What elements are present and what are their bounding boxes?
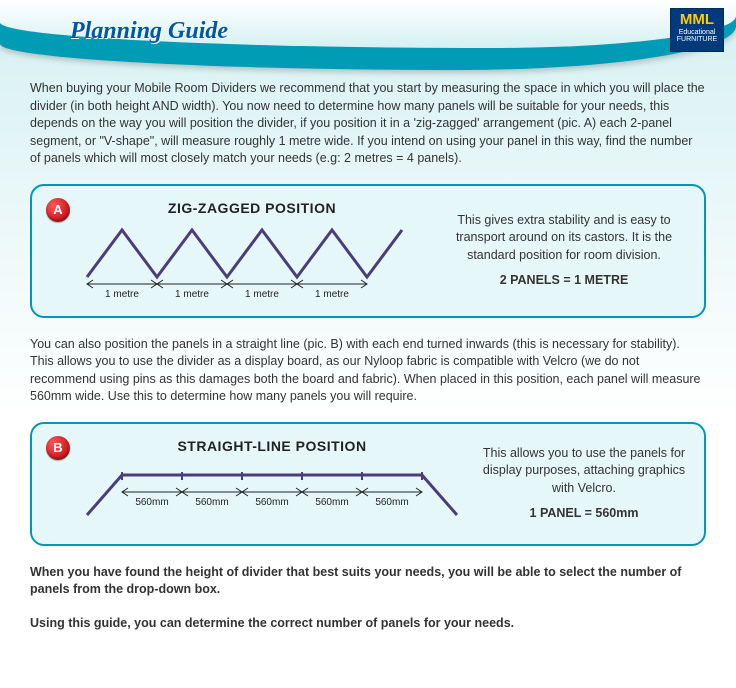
section-a-desc: This gives extra stability and is easy t… [442, 212, 686, 290]
svg-text:1 metre: 1 metre [245, 289, 279, 300]
outro-1: When you have found the height of divide… [30, 564, 706, 599]
zigzag-diagram: 1 metre 1 metre 1 metre 1 metre [82, 222, 422, 302]
mid-paragraph: You can also position the panels in a st… [30, 336, 706, 406]
svg-text:560mm: 560mm [195, 497, 228, 508]
badge-b: B [46, 436, 70, 460]
section-a-box: A ZIG-ZAGGED POSITION 1 metre1 metre1 me… [30, 184, 706, 318]
logo-line1: Educational [679, 29, 716, 36]
logo-line2: FURNITURE [677, 36, 717, 43]
brand-logo: MML Educational FURNITURE [670, 8, 724, 52]
badge-a: A [46, 198, 70, 222]
section-b-desc: This allows you to use the panels for di… [482, 445, 686, 523]
section-a-text: This gives extra stability and is easy t… [456, 213, 672, 262]
main-content: When buying your Mobile Room Dividers we… [0, 80, 736, 648]
svg-text:1 metre: 1 metre [315, 289, 349, 300]
diagram-a: ZIG-ZAGGED POSITION 1 metre1 metre1 metr… [82, 200, 422, 302]
section-a-title: ZIG-ZAGGED POSITION [82, 200, 422, 216]
svg-text:560mm: 560mm [315, 497, 348, 508]
svg-text:560mm: 560mm [375, 497, 408, 508]
section-b-title: STRAIGHT-LINE POSITION [82, 438, 462, 454]
straight-diagram: 560mm 560mm 560mm 560mm 560mm [82, 460, 462, 530]
outro-2: Using this guide, you can determine the … [30, 615, 706, 633]
section-b-rule: 1 PANEL = 560mm [482, 505, 686, 523]
logo-brand: MML [671, 12, 723, 29]
svg-text:560mm: 560mm [135, 497, 168, 508]
intro-paragraph: When buying your Mobile Room Dividers we… [30, 80, 706, 168]
page-title: Planning Guide [70, 18, 228, 45]
svg-text:560mm: 560mm [255, 497, 288, 508]
section-b-box: B STRAIGHT-LINE POSITION 560mm560mm560mm… [30, 422, 706, 546]
diagram-b: STRAIGHT-LINE POSITION 560mm560mm560mm56… [82, 438, 462, 530]
svg-text:1 metre: 1 metre [105, 289, 139, 300]
section-a-rule: 2 PANELS = 1 METRE [442, 272, 686, 290]
svg-text:1 metre: 1 metre [175, 289, 209, 300]
section-b-text: This allows you to use the panels for di… [483, 446, 685, 495]
